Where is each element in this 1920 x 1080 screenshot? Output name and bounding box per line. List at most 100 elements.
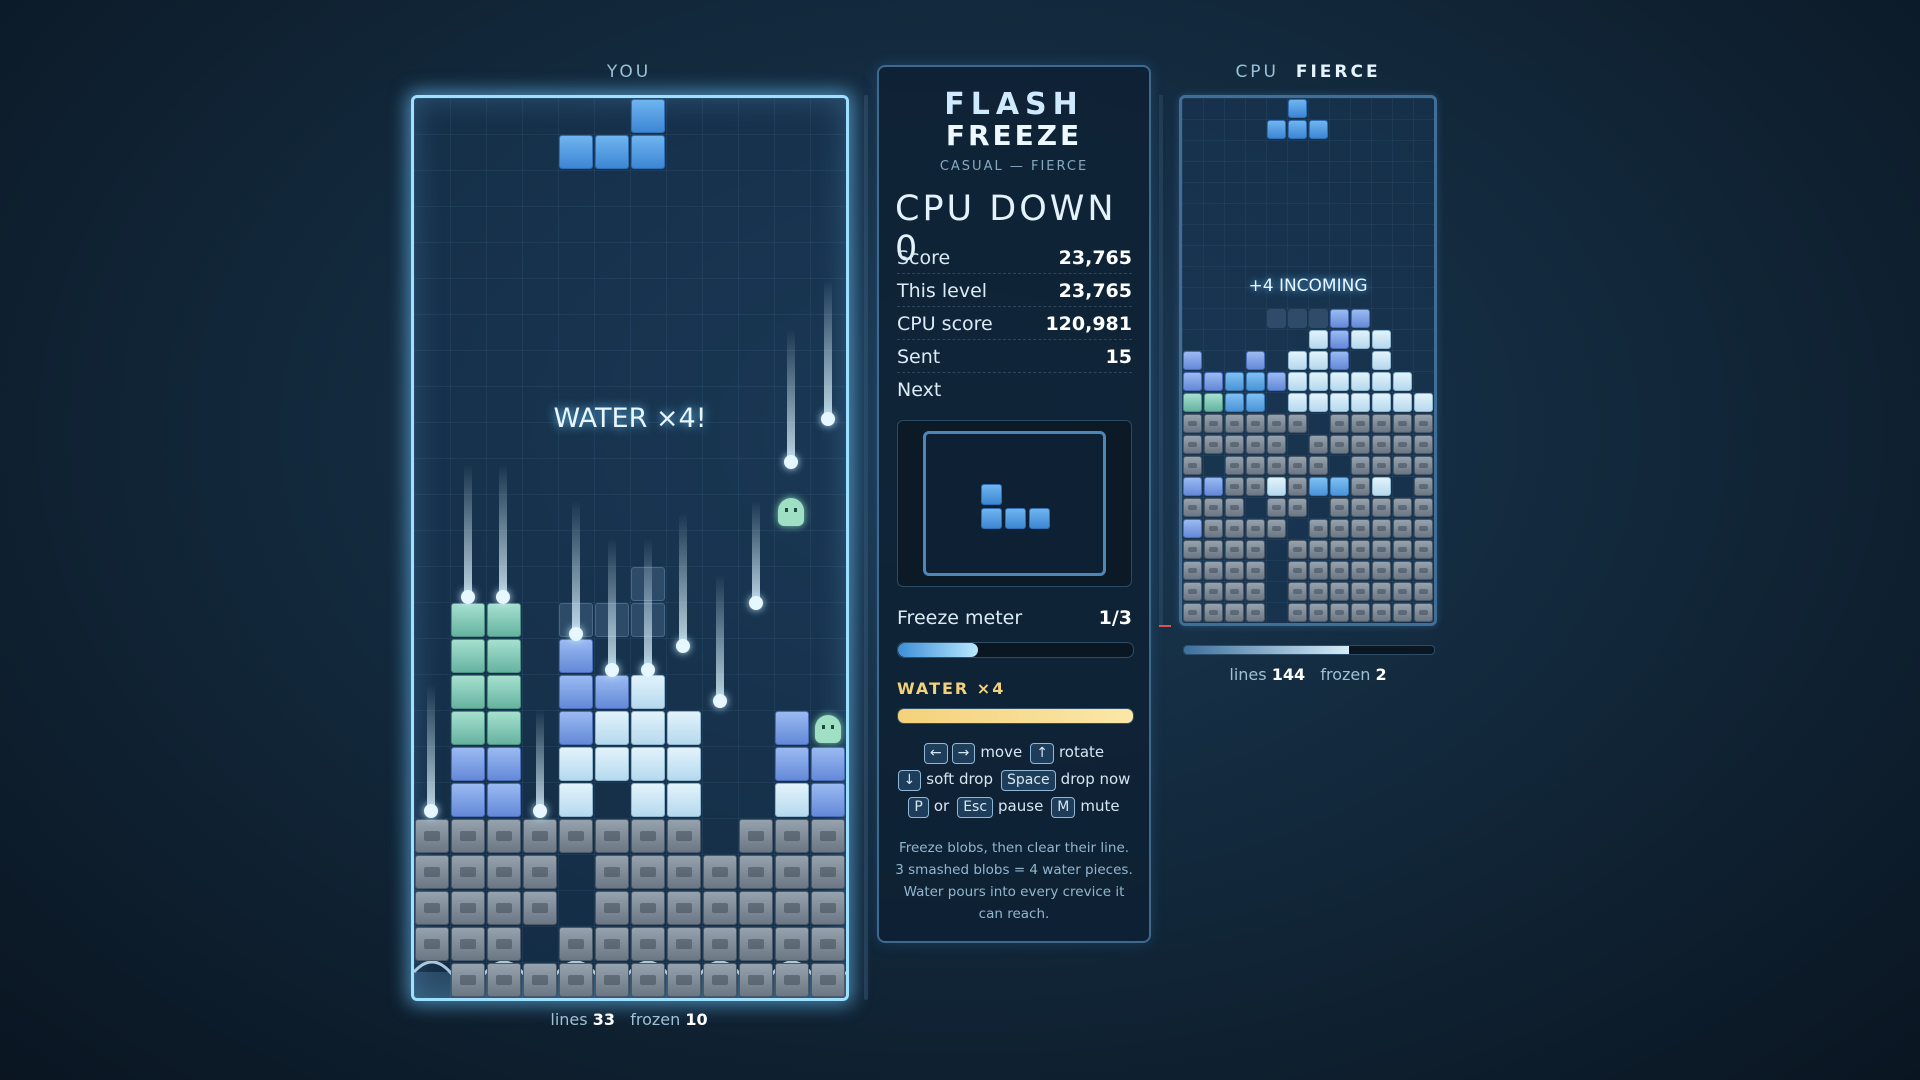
stat-value: 15 xyxy=(1105,346,1132,368)
block xyxy=(1351,498,1370,517)
block xyxy=(1288,414,1307,433)
block xyxy=(1372,519,1391,538)
block xyxy=(1183,540,1202,559)
block xyxy=(559,927,593,961)
water-bar xyxy=(897,708,1134,724)
block xyxy=(1372,561,1391,580)
block xyxy=(559,819,593,853)
block xyxy=(1183,519,1202,538)
block xyxy=(1288,309,1307,328)
block xyxy=(1414,540,1433,559)
info-panel: FLASH FREEZE CASUAL — FIERCE CPU DOWN 0 … xyxy=(877,65,1151,943)
help-text: Freeze blobs, then clear their line. 3 s… xyxy=(895,840,1133,922)
block xyxy=(1414,435,1433,454)
key-cap: Esc xyxy=(957,797,994,818)
block xyxy=(1309,582,1328,601)
block xyxy=(487,675,521,709)
block xyxy=(487,891,521,925)
next-screen xyxy=(923,431,1106,576)
key-cap: M xyxy=(1051,797,1076,818)
block xyxy=(487,783,521,817)
title-line-1: FLASH xyxy=(944,87,1084,122)
block xyxy=(1330,435,1349,454)
control-row: ← → move ↑ rotate xyxy=(879,743,1153,764)
block xyxy=(1372,435,1391,454)
control-text: move xyxy=(980,743,1023,761)
block xyxy=(1351,414,1370,433)
block xyxy=(451,675,485,709)
block xyxy=(739,855,773,889)
block xyxy=(1414,393,1433,412)
block xyxy=(1351,330,1370,349)
cpu-footer: lines 144 frozen 2 xyxy=(1208,665,1408,684)
stat-value: 120,981 xyxy=(1045,313,1132,335)
block xyxy=(1372,372,1391,391)
block xyxy=(1225,456,1244,475)
block xyxy=(1309,540,1328,559)
water-streak xyxy=(748,500,763,611)
block xyxy=(1351,603,1370,622)
cpu-label: CPU FIERCE xyxy=(1208,62,1408,82)
block xyxy=(415,891,449,925)
block xyxy=(811,855,845,889)
block xyxy=(1183,456,1202,475)
block xyxy=(703,891,737,925)
block xyxy=(1330,372,1349,391)
block xyxy=(1309,561,1328,580)
block xyxy=(487,711,521,745)
block xyxy=(1225,477,1244,496)
block xyxy=(631,675,665,709)
next-label: Next xyxy=(897,379,942,401)
blob-ghost xyxy=(778,497,805,526)
stat-label: Sent xyxy=(897,346,941,368)
block xyxy=(559,711,593,745)
block xyxy=(451,819,485,853)
block xyxy=(1309,519,1328,538)
block xyxy=(1204,540,1223,559)
block xyxy=(1330,519,1349,538)
key-cap: ↓ xyxy=(897,770,922,791)
block xyxy=(667,891,701,925)
block xyxy=(667,927,701,961)
block xyxy=(1183,498,1202,517)
block xyxy=(1309,456,1328,475)
block xyxy=(1351,582,1370,601)
divider xyxy=(1159,95,1163,625)
block xyxy=(1225,372,1244,391)
lines-label: lines xyxy=(550,1010,588,1029)
freeze-fill xyxy=(898,643,978,657)
block xyxy=(1288,603,1307,622)
block xyxy=(523,891,557,925)
stat-label: CPU score xyxy=(897,313,993,335)
block xyxy=(667,819,701,853)
block xyxy=(1225,561,1244,580)
block xyxy=(1204,582,1223,601)
water-streak xyxy=(605,537,620,677)
block xyxy=(703,927,737,961)
block xyxy=(1246,519,1265,538)
block xyxy=(451,855,485,889)
freeze-bar xyxy=(897,642,1134,658)
control-row: ↓ soft drop Space drop now xyxy=(879,770,1153,791)
block xyxy=(1330,414,1349,433)
block xyxy=(1204,435,1223,454)
block xyxy=(1288,120,1307,139)
frozen-label: frozen xyxy=(630,1010,681,1029)
control-text: or xyxy=(933,797,950,815)
frozen-value: 2 xyxy=(1375,665,1387,684)
block xyxy=(1267,414,1286,433)
block xyxy=(1351,477,1370,496)
block xyxy=(1267,309,1286,328)
block xyxy=(451,963,485,997)
block xyxy=(1372,603,1391,622)
water-streak xyxy=(568,500,583,641)
key-cap: ← xyxy=(923,743,948,764)
block xyxy=(1204,603,1223,622)
block xyxy=(667,783,701,817)
block xyxy=(1414,561,1433,580)
block xyxy=(631,819,665,853)
next-box xyxy=(897,420,1132,587)
block xyxy=(595,747,629,781)
block xyxy=(1288,582,1307,601)
